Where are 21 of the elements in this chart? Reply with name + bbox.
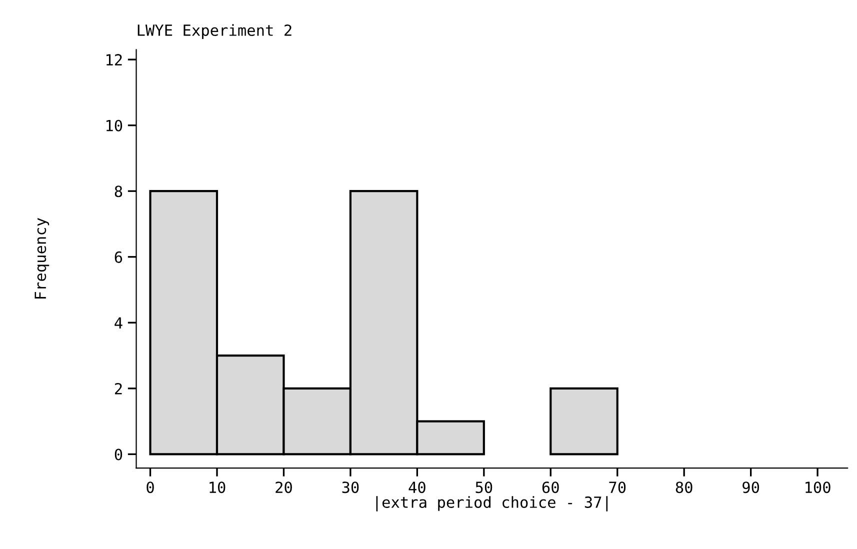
y-tick-label: 0 <box>114 448 122 460</box>
x-tick-label: 0 <box>146 482 154 494</box>
x-tick-label: 50 <box>476 482 492 494</box>
x-tick-label: 30 <box>342 482 359 494</box>
x-tick-label: 100 <box>806 482 830 494</box>
x-tick-label: 70 <box>609 482 626 494</box>
y-tick-label: 10 <box>106 120 122 132</box>
y-axis-title: Frequency <box>34 218 50 299</box>
x-tick-label: 40 <box>408 482 426 494</box>
x-axis-title: |extra period choice - 37| <box>376 496 608 512</box>
y-tick-label: 6 <box>114 251 122 263</box>
x-tick-label: 20 <box>276 482 292 494</box>
x-tick-label: 60 <box>542 482 559 494</box>
x-tick-label: 10 <box>210 482 226 494</box>
y-tick-label: 8 <box>114 186 122 198</box>
y-tick-label: 4 <box>114 317 122 328</box>
y-tick-label: 2 <box>115 382 122 394</box>
x-tick-label: 80 <box>676 482 692 494</box>
x-tick-label: 90 <box>742 482 760 494</box>
y-tick-label: 12 <box>106 54 122 66</box>
chart-title: LWYE Experiment 2 <box>138 24 292 39</box>
